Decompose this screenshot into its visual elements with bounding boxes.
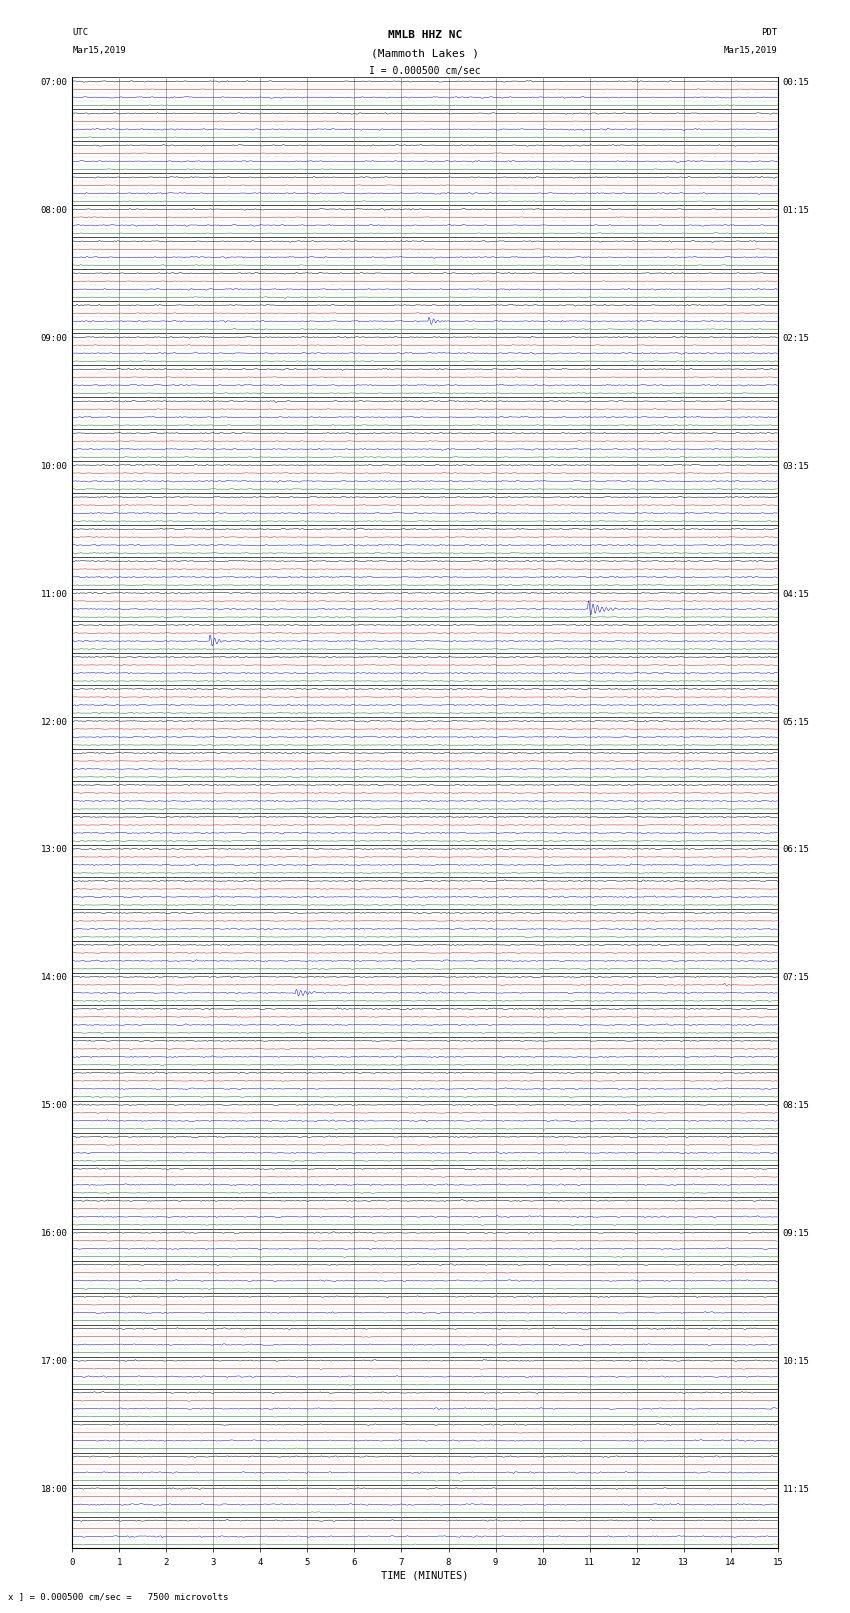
Text: PDT: PDT	[762, 27, 778, 37]
Text: UTC: UTC	[72, 27, 88, 37]
Text: x ] = 0.000500 cm/sec =   7500 microvolts: x ] = 0.000500 cm/sec = 7500 microvolts	[8, 1592, 229, 1602]
Text: Mar15,2019: Mar15,2019	[724, 45, 778, 55]
X-axis label: TIME (MINUTES): TIME (MINUTES)	[382, 1571, 468, 1581]
Text: (Mammoth Lakes ): (Mammoth Lakes )	[371, 48, 479, 58]
Text: I = 0.000500 cm/sec: I = 0.000500 cm/sec	[369, 66, 481, 76]
Text: Mar15,2019: Mar15,2019	[72, 45, 126, 55]
Text: MMLB HHZ NC: MMLB HHZ NC	[388, 31, 462, 40]
